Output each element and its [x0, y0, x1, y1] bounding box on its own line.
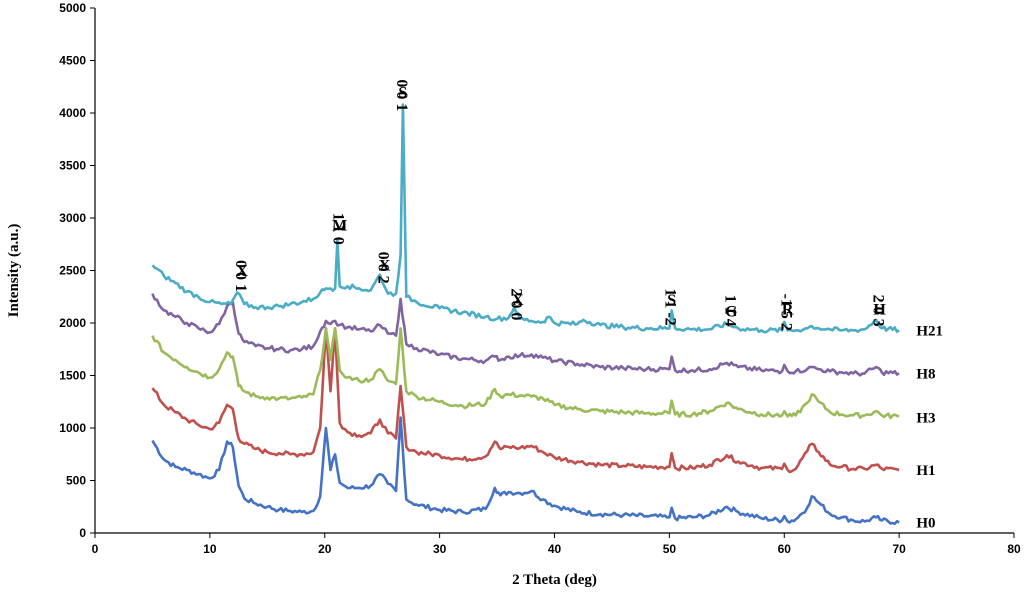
peak-index-label: 0 0 2 — [374, 252, 391, 284]
x-tick-label: 80 — [1007, 542, 1021, 556]
series-label-h1: H1 — [916, 463, 935, 479]
y-tick-label: 2000 — [59, 316, 86, 330]
series-label-h21: H21 — [916, 323, 943, 339]
peak-index-label: 1 1 -2 — [662, 288, 679, 325]
y-tick-label: 3500 — [59, 159, 86, 173]
phase-label: X — [512, 292, 524, 309]
series-line-h3 — [151, 327, 900, 420]
x-tick-label: 0 — [92, 542, 99, 556]
peak-index-label: 1 1 4 — [721, 295, 738, 327]
x-axis-title: 2 Theta (deg) — [512, 572, 597, 588]
peak-index-label: -1 5 2 — [778, 294, 795, 331]
series-line-h1 — [151, 327, 900, 474]
series-line-h21 — [151, 103, 900, 334]
series-line-h0 — [151, 416, 900, 525]
series-label-h0: H0 — [916, 516, 935, 532]
series-layer — [151, 103, 900, 525]
x-tick-label: 40 — [548, 542, 562, 556]
peak-index-label: 0 0 1 — [393, 79, 410, 111]
phase-label: X — [236, 263, 248, 280]
phase-label: S — [667, 292, 676, 309]
series-label-h3: H3 — [916, 411, 935, 427]
x-tick-label: 20 — [318, 542, 332, 556]
x-tick-label: 30 — [433, 542, 447, 556]
y-tick-label: 1500 — [59, 369, 86, 383]
x-tick-label: 60 — [778, 542, 792, 556]
series-labels: H0 H1 H3 H8 H21 — [916, 323, 943, 531]
phase-label: G — [725, 304, 738, 321]
axes: 0500100015002000250030003500400045005000… — [59, 1, 1021, 556]
phase-label: M — [332, 218, 347, 235]
series-line-h8 — [151, 293, 900, 377]
series-label-h8: H8 — [916, 366, 935, 382]
annotations: X0 0 1M1 1 0X0 0 2S0 0 1X2 0 0 S1 1 -2 G1 … — [232, 79, 887, 331]
peak-index-label: 2 0 0 — [508, 288, 525, 320]
phase-label: S — [398, 84, 407, 101]
x-tick-label: 70 — [892, 542, 906, 556]
y-tick-label: 1000 — [59, 421, 86, 435]
phase-label: X — [379, 258, 391, 275]
y-tick-label: 2500 — [59, 264, 86, 278]
x-tick-label: 50 — [663, 542, 677, 556]
phase-label: R — [782, 302, 794, 319]
phase-label: H — [873, 302, 886, 319]
y-tick-label: 0 — [79, 526, 86, 540]
peak-index-label: 1 1 0 — [330, 213, 347, 245]
y-tick-label: 4500 — [59, 54, 86, 68]
y-tick-label: 500 — [66, 474, 86, 488]
peak-index-label: 0 0 1 — [232, 260, 249, 292]
x-tick-label: 10 — [203, 542, 217, 556]
y-tick-label: 5000 — [59, 1, 86, 15]
y-tick-label: 3000 — [59, 211, 86, 225]
y-tick-label: 4000 — [59, 106, 86, 120]
y-axis-title: Intensity (a.u.) — [6, 224, 22, 318]
peak-index-label: 2 0 3 — [870, 295, 887, 327]
